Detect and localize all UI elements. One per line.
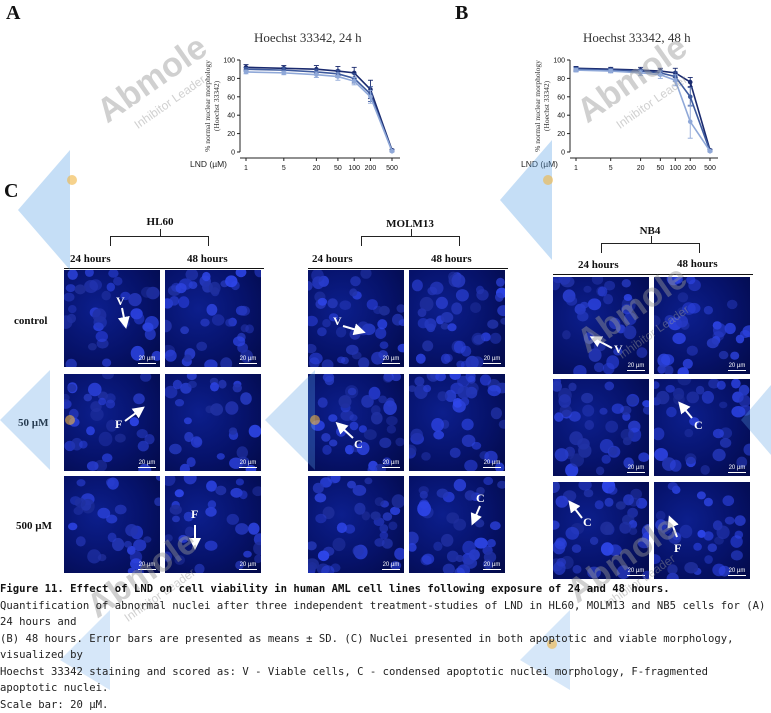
watermark-dot-icon bbox=[543, 175, 553, 185]
caption-line: Scale bar: 20 µM. bbox=[0, 697, 771, 713]
caption-title: Figure 11. Effect of LND on cell viabili… bbox=[0, 581, 771, 598]
figure-caption: Figure 11. Effect of LND on cell viabili… bbox=[0, 581, 771, 713]
watermark-logo-icon bbox=[18, 150, 70, 270]
watermark-logo-icon bbox=[741, 385, 771, 455]
watermark-logo-icon bbox=[500, 140, 552, 260]
caption-line: (B) 48 hours. Error bars are presented a… bbox=[0, 631, 771, 664]
caption-line: Hoechst 33342 staining and scored as: V … bbox=[0, 664, 771, 697]
watermark-logo-icon bbox=[0, 370, 50, 470]
watermark-logo-icon bbox=[265, 370, 315, 470]
caption-line: Quantification of abnormal nuclei after … bbox=[0, 598, 771, 631]
watermark-dot-icon bbox=[65, 415, 75, 425]
watermark-dot-icon bbox=[310, 415, 320, 425]
watermark-dot-icon bbox=[67, 175, 77, 185]
